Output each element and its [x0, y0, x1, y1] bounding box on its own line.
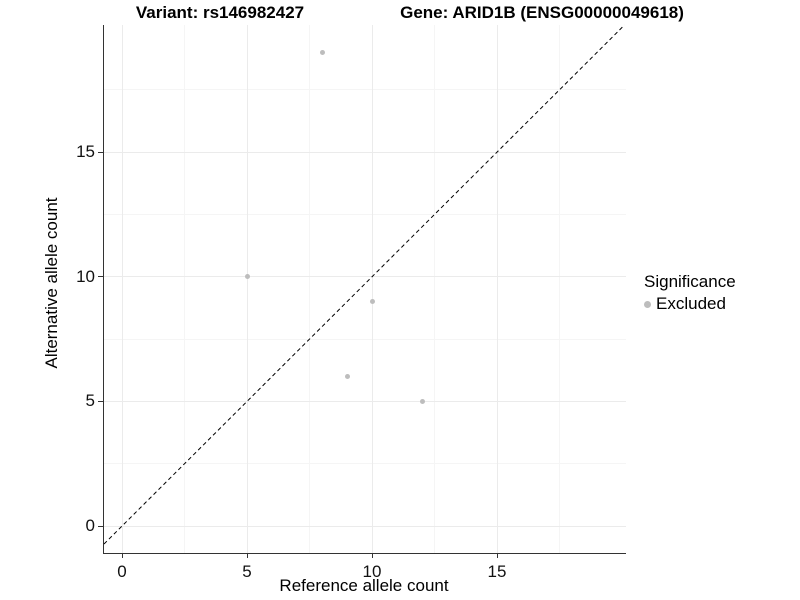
data-point	[369, 299, 375, 305]
gridline-y-minor	[104, 463, 626, 465]
data-point	[344, 374, 350, 379]
gridline-y-major	[104, 400, 626, 402]
gridline-x-minor	[184, 25, 185, 553]
gridline-x-minor	[309, 25, 310, 553]
legend-dot-icon	[644, 300, 651, 308]
gridline-y-minor	[104, 338, 626, 340]
y-tick	[98, 400, 103, 402]
plot-panel: 0 5 10 15 0 5 10 15	[76, 24, 626, 581]
gridline-y-minor	[104, 89, 626, 91]
gridline-y-minor	[104, 213, 626, 215]
identity-line	[103, 24, 625, 545]
y-tick-label: 10	[76, 266, 95, 286]
x-tick	[496, 553, 498, 558]
gridline-x-major	[121, 25, 123, 553]
plot-title-variant: Variant: rs146982427	[135, 3, 305, 22]
data-point	[419, 398, 425, 404]
gridline-x-minor	[559, 25, 560, 553]
legend: Significance Excluded	[644, 272, 736, 314]
x-tick-label: 0	[117, 562, 127, 581]
legend-title: Significance	[644, 272, 736, 291]
y-tick-label: 0	[85, 516, 95, 536]
y-tick	[98, 276, 103, 278]
y-tick-label: 5	[85, 391, 95, 411]
x-tick	[371, 553, 373, 558]
data-point	[244, 274, 250, 280]
x-tick	[246, 553, 248, 558]
x-tick-label: 15	[487, 562, 507, 581]
x-tick-label: 5	[242, 562, 252, 581]
x-tick	[121, 553, 123, 558]
gridline-x-minor	[434, 25, 435, 553]
gridline-x-major	[496, 25, 498, 553]
gridline-x-major	[246, 25, 248, 553]
legend-item-label: Excluded	[656, 294, 726, 313]
x-axis-title: Reference allele count	[279, 576, 449, 595]
legend-item-excluded: Excluded	[644, 294, 736, 314]
x-tick-label: 10	[362, 562, 382, 581]
gridline-y-major	[104, 151, 626, 153]
y-tick-label: 15	[76, 142, 95, 162]
plot-title-gene: Gene: ARID1B (ENSG00000049618)	[400, 3, 684, 22]
y-tick	[98, 525, 103, 527]
gridline-y-major	[104, 525, 626, 527]
y-tick	[98, 151, 103, 153]
y-axis-title: Alternative allele count	[42, 197, 61, 369]
gridline-x-major	[371, 25, 373, 553]
gridline-y-major	[104, 276, 626, 278]
data-point	[319, 49, 325, 55]
